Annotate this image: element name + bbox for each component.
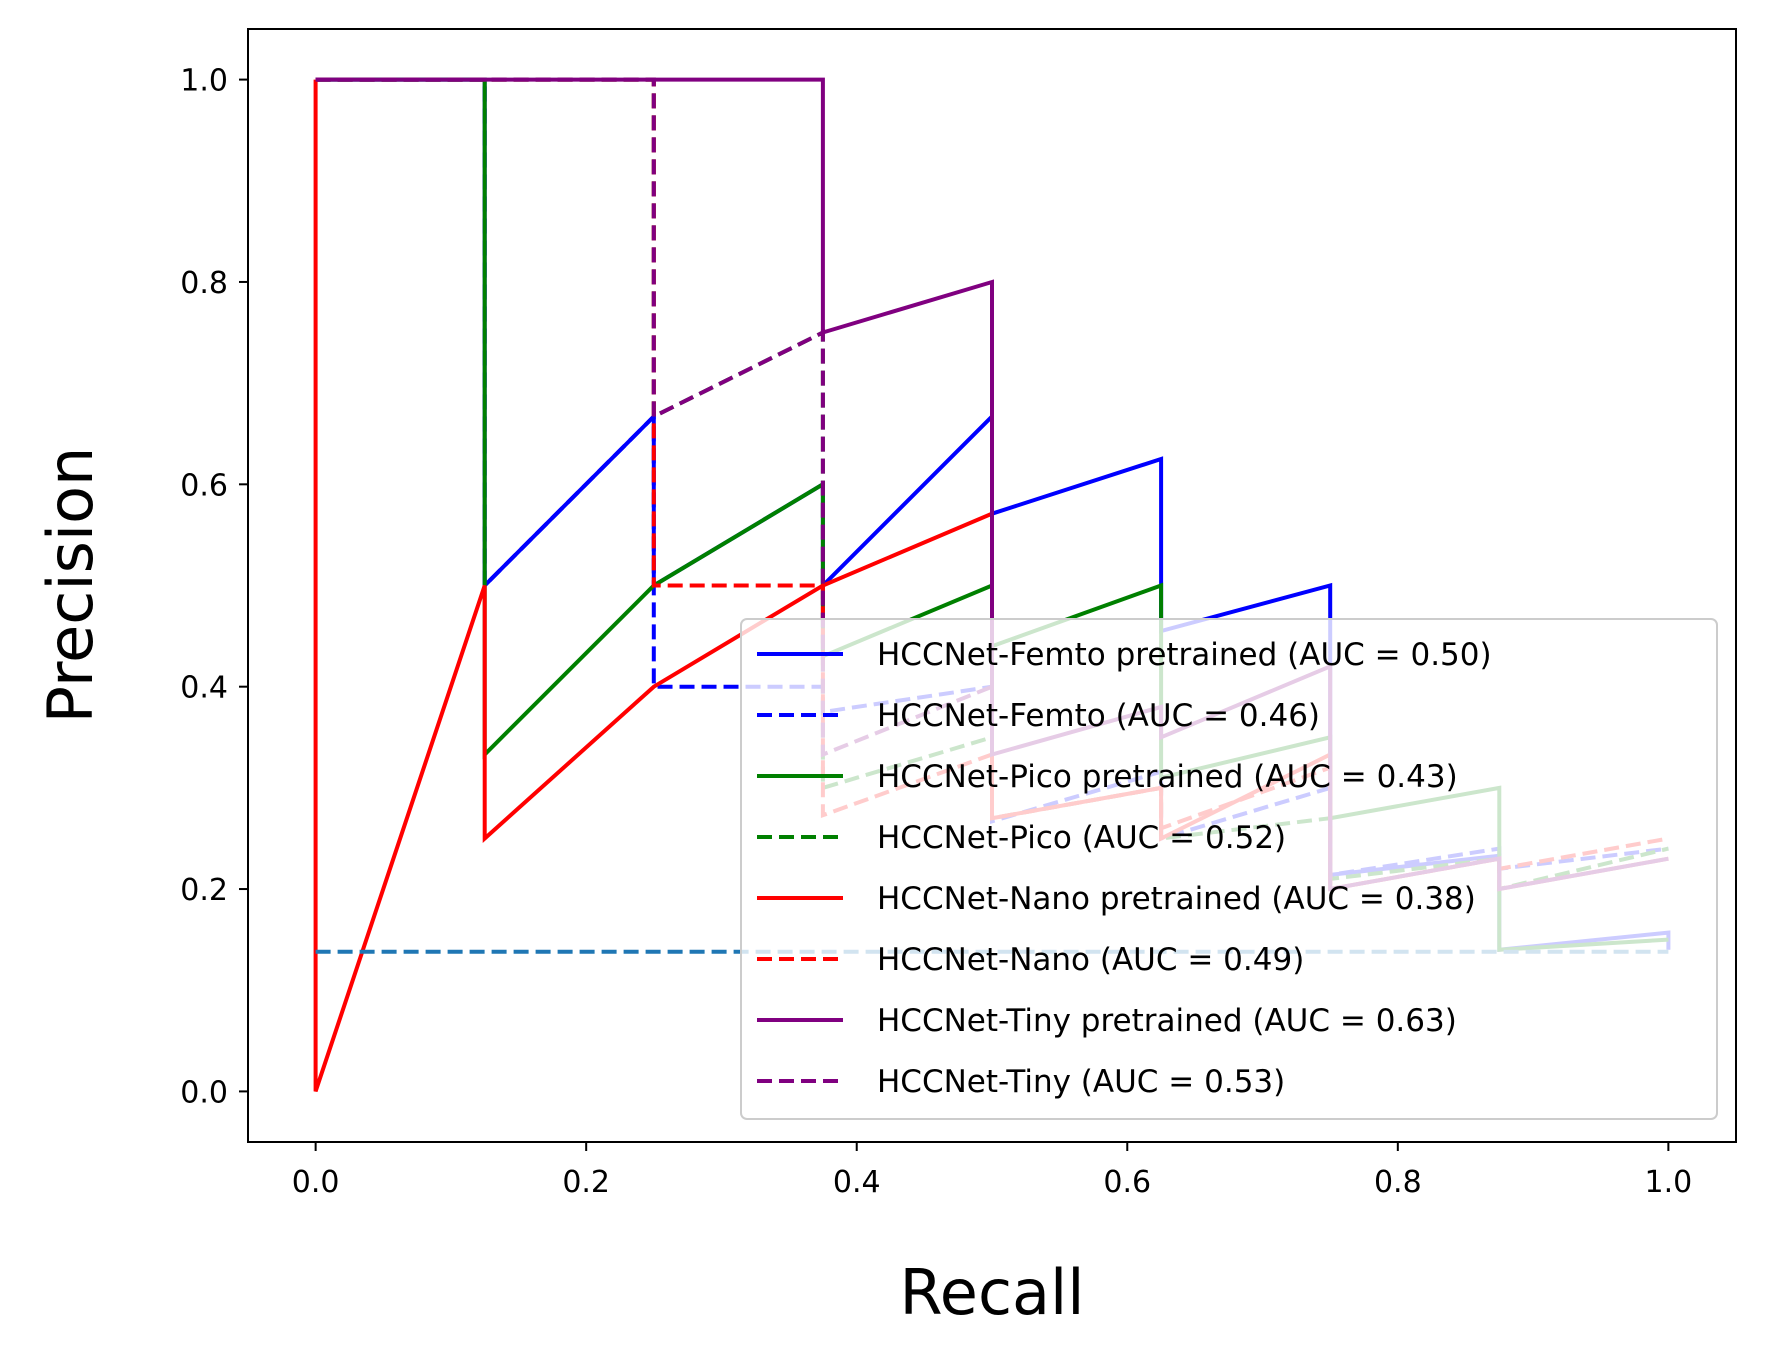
legend-label: HCCNet-Tiny pretrained (AUC = 0.63) [877,1003,1457,1039]
plot-frame [247,28,1737,1143]
legend: HCCNet-Femto pretrained (AUC = 0.50) HCCN… [740,618,1718,1120]
legend-label: HCCNet-Femto pretrained (AUC = 0.50) [877,637,1492,673]
legend-label: HCCNet-Nano pretrained (AUC = 0.38) [877,881,1476,917]
y-axis-title: Precision [34,447,107,724]
legend-label: HCCNet-Tiny (AUC = 0.53) [877,1064,1285,1100]
legend-label: HCCNet-Pico pretrained (AUC = 0.43) [877,759,1458,795]
legend-box [740,618,1718,1120]
legend-label: HCCNet-Nano (AUC = 0.49) [877,942,1304,978]
y-tick-label: 0.0 [180,1075,228,1110]
y-tick-label: 0.6 [180,468,228,503]
ticks-layer: 0.0 0.2 0.4 0.6 0.8 1.0 0.0 0.2 0.4 0.6 0.8 1.0 [180,64,1692,1200]
x-axis-title: Recall [900,1256,1085,1329]
x-tick-label: 0.2 [562,1165,610,1200]
y-tick-label: 0.4 [180,671,228,706]
x-tick-label: 1.0 [1645,1165,1693,1200]
legend-label: HCCNet-Femto (AUC = 0.46) [877,698,1320,734]
y-tick-label: 1.0 [180,64,228,99]
x-tick-label: 0.0 [292,1165,340,1200]
y-tick-label: 0.8 [180,266,228,301]
y-tick-label: 0.2 [180,873,228,908]
x-tick-label: 0.4 [833,1165,881,1200]
legend-label: HCCNet-Pico (AUC = 0.52) [877,820,1286,856]
x-tick-label: 0.6 [1103,1165,1151,1200]
x-tick-label: 0.8 [1374,1165,1422,1200]
